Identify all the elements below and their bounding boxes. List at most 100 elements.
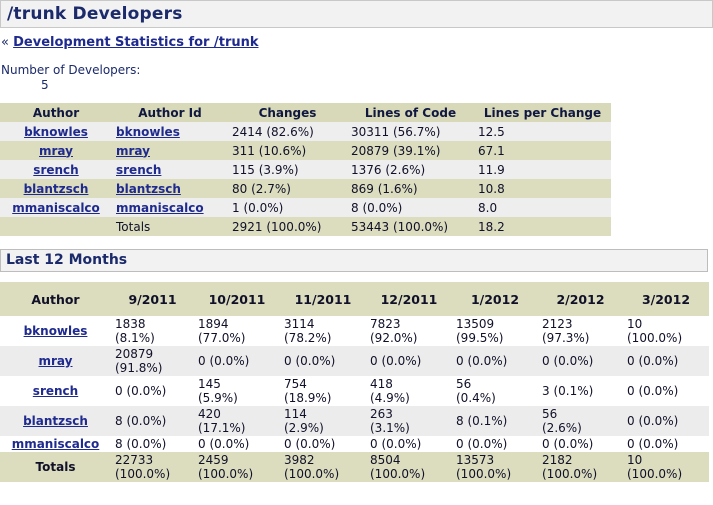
cell-value: 420 xyxy=(198,407,221,421)
author-cell: blantzsch xyxy=(0,406,111,436)
month-cell: 7823 (92.0%) xyxy=(366,316,452,346)
author-link[interactable]: blantzsch xyxy=(23,414,88,428)
table-row: mmaniscalco 8 (0.0%) 0 (0.0%) 0 (0.0%) 0 (0.… xyxy=(0,436,709,452)
month-cell: 0 (0.0%) xyxy=(280,346,366,376)
totals-blank-cell xyxy=(0,217,112,236)
column-header-lines-per-change: Lines per Change xyxy=(474,103,611,122)
cell-value: 0 (0.0%) xyxy=(284,437,336,451)
cell-value: 0 (0.0%) xyxy=(542,437,594,451)
developer-summary-table: Author Author Id Changes Lines of Code L… xyxy=(0,103,611,236)
cell-percent: (99.5%) xyxy=(456,331,504,345)
cell-value: 0 (0.0%) xyxy=(627,437,679,451)
month-total-cell: 22733 (100.0%) xyxy=(111,452,194,482)
cell-percent: (0.4%) xyxy=(456,391,496,405)
cell-value: 0 (0.0%) xyxy=(284,354,336,368)
author-id-cell: blantzsch xyxy=(112,179,228,198)
author-link[interactable]: mmaniscalco xyxy=(11,437,100,451)
author-link[interactable]: bknowles xyxy=(23,324,88,338)
cell-percent: (100.0%) xyxy=(627,331,683,345)
changes-cell: 1 (0.0%) xyxy=(228,198,347,217)
author-id-cell: mmaniscalco xyxy=(112,198,228,217)
month-total-cell: 2459 (100.0%) xyxy=(194,452,280,482)
cell-percent: (92.0%) xyxy=(370,331,418,345)
author-cell: blantzsch xyxy=(0,179,112,198)
month-cell: 8 (0.0%) xyxy=(111,406,194,436)
back-arrow-icon: « xyxy=(1,35,9,50)
totals-changes: 2921 (100.0%) xyxy=(228,217,347,236)
cell-percent: (3.1%) xyxy=(370,421,410,435)
month-cell: 1838 (8.1%) xyxy=(111,316,194,346)
lines-of-code-cell: 8 (0.0%) xyxy=(347,198,474,217)
cell-percent: (2.6%) xyxy=(542,421,582,435)
lines-of-code-cell: 869 (1.6%) xyxy=(347,179,474,198)
month-cell: 114 (2.9%) xyxy=(280,406,366,436)
cell-value: 8 (0.1%) xyxy=(456,414,508,428)
author-link[interactable]: bknowles xyxy=(24,124,88,139)
author-cell: srench xyxy=(0,160,112,179)
month-cell: 754 (18.9%) xyxy=(280,376,366,406)
month-cell: 3 (0.1%) xyxy=(538,376,623,406)
author-id-link[interactable]: mmaniscalco xyxy=(116,200,204,215)
cell-percent: (97.3%) xyxy=(542,331,590,345)
month-cell: 0 (0.0%) xyxy=(366,346,452,376)
month-cell: 418 (4.9%) xyxy=(366,376,452,406)
table-row: blantzsch blantzsch 80 (2.7%) 869 (1.6%) 10.… xyxy=(0,179,611,198)
cell-percent: (100.0%) xyxy=(542,467,598,481)
author-link[interactable]: mmaniscalco xyxy=(12,200,100,215)
month-cell: 8 (0.0%) xyxy=(111,436,194,452)
cell-value: 3114 xyxy=(284,317,315,331)
cell-percent: (5.9%) xyxy=(198,391,238,405)
totals-label: Totals xyxy=(112,217,228,236)
cell-value: 0 (0.0%) xyxy=(456,437,508,451)
month-cell: 56 (0.4%) xyxy=(452,376,538,406)
cell-value: 0 (0.0%) xyxy=(542,354,594,368)
author-id-link[interactable]: bknowles xyxy=(116,124,180,139)
table-header-row: Author 9/2011 10/2011 11/2011 12/2011 1/2012 2… xyxy=(0,282,709,316)
changes-cell: 311 (10.6%) xyxy=(228,141,347,160)
column-header-month: 1/2012 xyxy=(452,282,538,316)
author-id-link[interactable]: blantzsch xyxy=(116,181,181,196)
cell-value: 754 xyxy=(284,377,307,391)
month-total-cell: 13573 (100.0%) xyxy=(452,452,538,482)
author-link[interactable]: srench xyxy=(32,384,79,398)
section-title: Last 12 Months xyxy=(6,252,128,268)
cell-value: 13573 xyxy=(456,453,495,467)
cell-percent: (17.1%) xyxy=(198,421,246,435)
author-cell: mmaniscalco xyxy=(0,198,112,217)
cell-value: 114 xyxy=(284,407,307,421)
month-cell: 0 (0.0%) xyxy=(280,436,366,452)
cell-value: 0 (0.0%) xyxy=(627,354,679,368)
month-total-cell: 8504 (100.0%) xyxy=(366,452,452,482)
lines-per-change-cell: 12.5 xyxy=(474,122,611,141)
cell-value: 0 (0.0%) xyxy=(370,437,422,451)
cell-value: 13509 xyxy=(456,317,495,331)
column-header-month: 2/2012 xyxy=(538,282,623,316)
author-id-link[interactable]: mray xyxy=(116,143,150,158)
cell-percent: (100.0%) xyxy=(198,467,254,481)
table-row: mray mray 311 (10.6%) 20879 (39.1%) 67.1 xyxy=(0,141,611,160)
cell-value: 0 (0.0%) xyxy=(198,354,250,368)
cell-value: 3 (0.1%) xyxy=(542,384,594,398)
developer-count-value: 5 xyxy=(41,78,49,92)
month-cell: 0 (0.0%) xyxy=(194,346,280,376)
author-id-cell: srench xyxy=(112,160,228,179)
month-cell: 8 (0.1%) xyxy=(452,406,538,436)
author-link[interactable]: srench xyxy=(33,162,79,177)
development-statistics-link[interactable]: Development Statistics for /trunk xyxy=(13,35,259,50)
cell-value: 1838 xyxy=(115,317,146,331)
month-cell: 0 (0.0%) xyxy=(111,376,194,406)
lines-per-change-cell: 10.8 xyxy=(474,179,611,198)
cell-value: 56 xyxy=(456,377,472,391)
month-total-cell: 3982 (100.0%) xyxy=(280,452,366,482)
month-cell: 263 (3.1%) xyxy=(366,406,452,436)
author-link[interactable]: mray xyxy=(39,143,73,158)
author-link[interactable]: mray xyxy=(38,354,73,368)
column-header-author-id: Author Id xyxy=(112,103,228,122)
author-id-link[interactable]: srench xyxy=(116,162,162,177)
month-cell: 56 (2.6%) xyxy=(538,406,623,436)
author-link[interactable]: blantzsch xyxy=(23,181,89,196)
cell-percent: (100.0%) xyxy=(627,467,683,481)
lines-of-code-cell: 20879 (39.1%) xyxy=(347,141,474,160)
cell-percent: (4.9%) xyxy=(370,391,410,405)
month-cell: 0 (0.0%) xyxy=(538,346,623,376)
